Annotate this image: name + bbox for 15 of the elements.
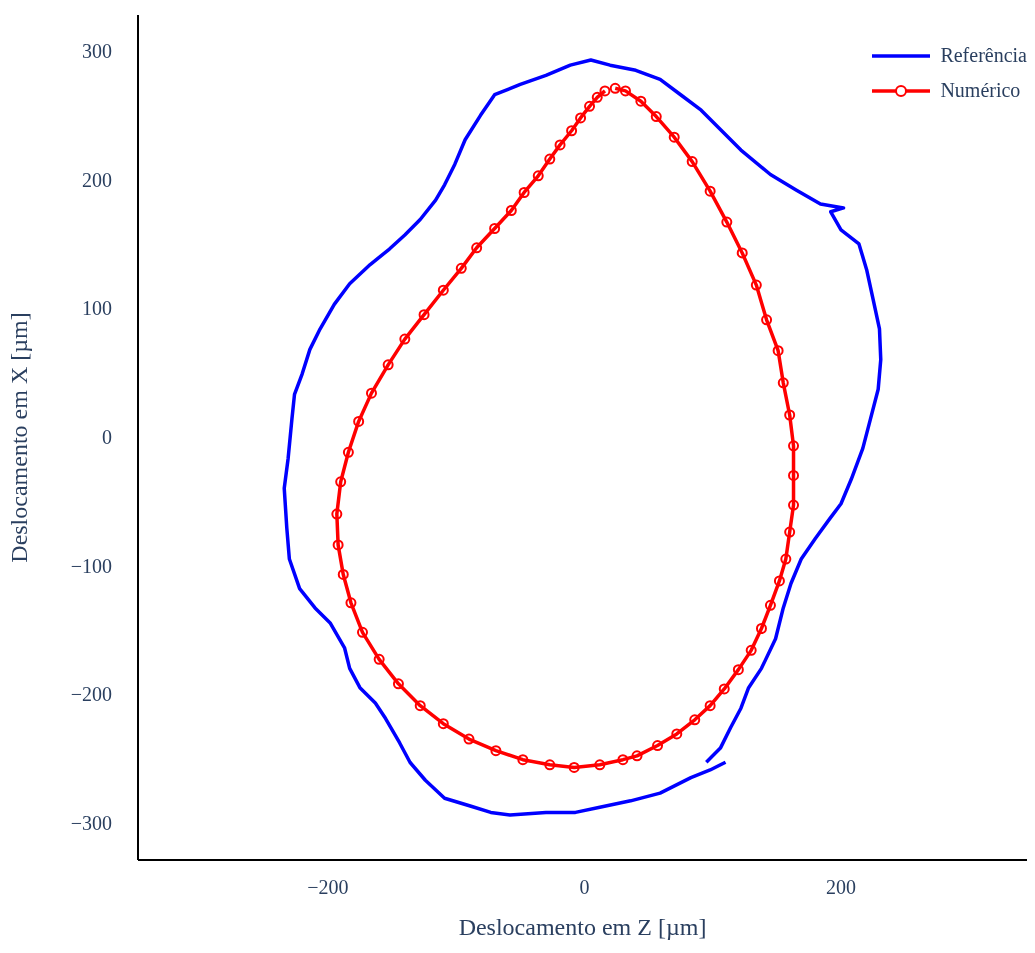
line-series: [282, 58, 883, 817]
y-tick-label: 200: [82, 168, 112, 191]
x-tick-label: −200: [307, 876, 349, 899]
y-tick-label: 100: [82, 297, 112, 320]
y-tick-label: −300: [70, 811, 112, 834]
x-tick-label: 200: [825, 876, 856, 899]
y-tick-label: 300: [82, 40, 112, 63]
y-tick-label: −200: [70, 683, 112, 706]
legend-label: Numérico: [940, 78, 1021, 103]
y-axis-title: Deslocamento em X [µm]: [5, 312, 32, 563]
x-axis-title: Deslocamento em Z [µm]: [458, 914, 707, 940]
legend-label: Referência: [940, 43, 1027, 68]
x-tick-label: 0: [579, 876, 590, 899]
y-tick-label: −100: [70, 554, 112, 577]
y-tick-label: 0: [102, 425, 112, 448]
